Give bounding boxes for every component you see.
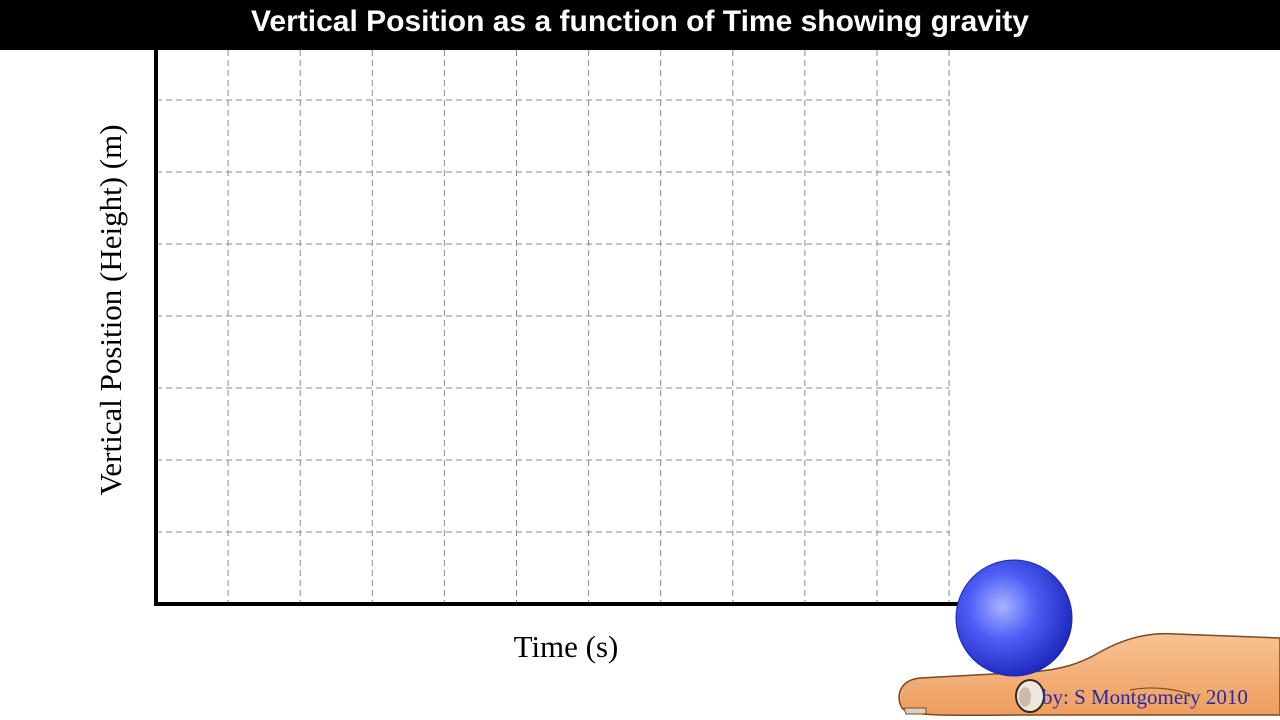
ball <box>955 559 1073 677</box>
grid <box>156 50 950 604</box>
y-axis-label: Vertical Position (Height) (m) <box>93 124 128 495</box>
hand-illustration <box>898 632 1280 717</box>
credit-text: by: S Montgomery 2010 <box>1042 685 1248 709</box>
chart-title: Vertical Position as a function of Time … <box>251 5 1029 38</box>
x-axis-label: Time (s) <box>514 629 619 664</box>
title-bar: Vertical Position as a function of Time … <box>0 0 1280 50</box>
